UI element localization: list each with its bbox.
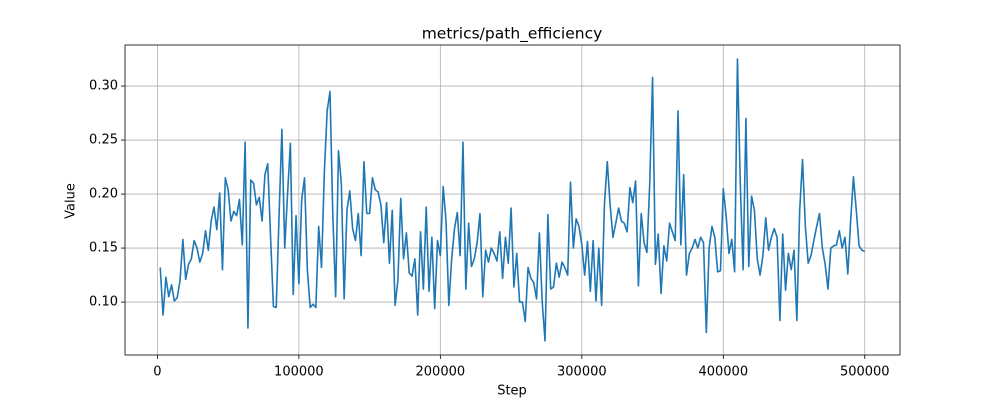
y-tick-label: 0.10 — [89, 295, 118, 310]
y-tick-label: 0.15 — [89, 241, 118, 256]
x-tick-label: 200000 — [416, 365, 466, 380]
x-tick-label: 100000 — [274, 365, 324, 380]
x-tick-label: 500000 — [840, 365, 890, 380]
plot-frame — [124, 44, 901, 356]
x-tick-label: 0 — [153, 365, 161, 380]
y-tick-label: 0.25 — [89, 133, 118, 148]
y-axis-label: Value — [64, 183, 79, 219]
y-tick-label: 0.30 — [89, 79, 118, 94]
x-tick-label: 300000 — [557, 365, 607, 380]
y-tick-label: 0.20 — [89, 187, 118, 202]
x-axis-label: Step — [497, 384, 527, 399]
data-line — [159, 58, 866, 342]
chart-title: metrics/path_efficiency — [422, 25, 603, 44]
x-tick-label: 400000 — [698, 365, 748, 380]
